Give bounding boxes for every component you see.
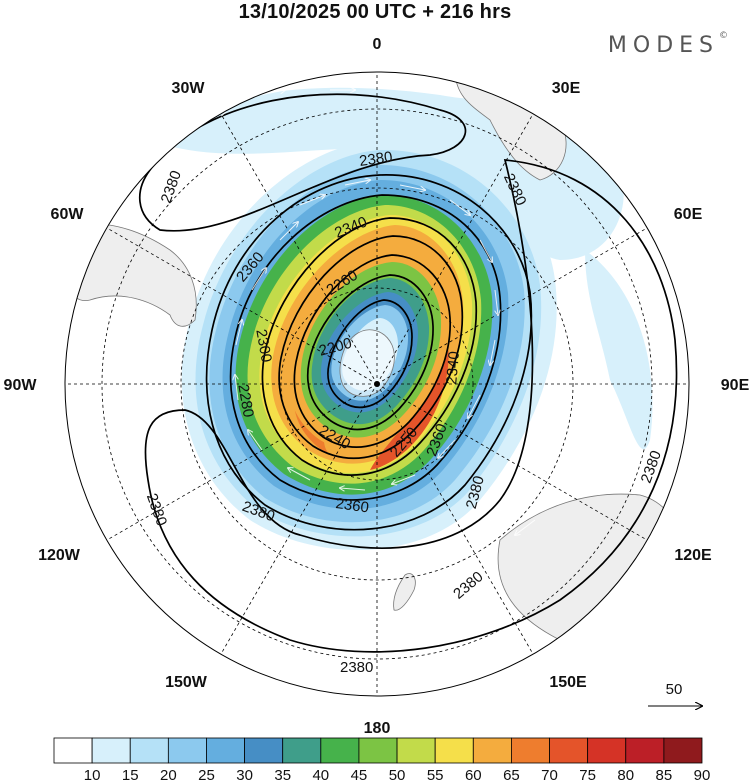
contour-label: 2280 <box>234 383 257 419</box>
lon-label-120e: 120E <box>674 547 712 564</box>
lon-label-60w: 60W <box>51 206 85 223</box>
colorbar-swatch <box>129 737 169 764</box>
colorbar-swatch <box>53 737 93 764</box>
graticule <box>65 72 689 696</box>
colorbar-swatch <box>206 737 245 764</box>
new-zealand-land <box>393 573 416 611</box>
colorbar-swatch <box>625 737 665 764</box>
contour-label: 2380 <box>143 491 170 528</box>
lon-label-30e: 30E <box>552 80 581 97</box>
contour-label: 2360 <box>335 495 370 516</box>
lon-label-90w: 90W <box>4 377 38 394</box>
colorbar-label: 85 <box>656 767 673 782</box>
colorbar-swatch <box>587 737 627 764</box>
lon-label-180: 180 <box>364 720 391 737</box>
contour-2260 <box>293 254 451 448</box>
colorbar-label: 40 <box>312 767 329 782</box>
map-boundary <box>64 71 690 697</box>
reference-vector-label: 50 <box>666 681 683 698</box>
modes-logo: MODES© <box>607 30 728 58</box>
antarctica-land <box>339 329 395 397</box>
colorbar: 10 15 20 25 30 35 40 45 50 55 60 65 70 75 80 85 90 <box>53 737 711 782</box>
colorbar-swatch <box>663 737 703 764</box>
lon-label-0: 0 <box>373 36 382 53</box>
colorbar-swatch <box>396 737 436 764</box>
colorbar-label: 80 <box>617 767 634 782</box>
map-title: 13/10/2025 00 UTC + 216 hrs <box>238 1 512 23</box>
colorbar-swatch <box>91 737 131 764</box>
colorbar-label: 90 <box>694 767 711 782</box>
contour-label: 2300 <box>252 328 275 364</box>
contour-2360 <box>205 174 533 531</box>
copyright-mark: © <box>719 30 728 41</box>
contour-2200 <box>327 299 413 409</box>
colorbar-swatch <box>167 737 207 764</box>
australia-land <box>497 493 689 651</box>
contour-label: 2340 <box>443 351 463 386</box>
colorbar-label: 75 <box>579 767 596 782</box>
south-america-land <box>65 223 197 327</box>
map-disc: 2380 2380 2380 2380 2380 2380 2380 2380 … <box>65 72 689 696</box>
contour-2240 <box>306 274 434 431</box>
contour-label: 2380 <box>158 168 185 205</box>
wind-band-10-east <box>585 250 653 450</box>
contour-2280 <box>278 235 464 459</box>
contour-2380-outer <box>138 93 467 232</box>
colorbar-label: 15 <box>122 767 139 782</box>
colorbar-swatch <box>434 737 474 764</box>
reference-vector: 50 <box>648 681 702 706</box>
colorbar-swatch <box>320 737 360 764</box>
lon-label-150e: 150E <box>549 674 587 691</box>
contour-2300 <box>261 217 478 476</box>
lon-label-30w: 30W <box>172 80 206 97</box>
contour-label: 2380 <box>340 659 373 676</box>
colorbar-swatch <box>282 737 322 764</box>
lon-label-120w: 120W <box>38 547 81 564</box>
colorbar-label: 50 <box>389 767 406 782</box>
colorbar-label: 65 <box>503 767 520 782</box>
colorbar-label: 55 <box>427 767 444 782</box>
colorbar-label: 60 <box>465 767 482 782</box>
contour-label: 2380 <box>358 148 393 169</box>
colorbar-label: 10 <box>84 767 101 782</box>
colorbar-swatch <box>358 737 398 764</box>
contour-label: 2380 <box>450 568 486 602</box>
lon-label-90e: 90E <box>721 377 750 394</box>
colorbar-swatch <box>549 737 589 764</box>
colorbar-label: 25 <box>198 767 215 782</box>
contour-2380-ring <box>144 159 678 653</box>
geopotential-contours <box>138 93 678 653</box>
brand-name: MODES <box>607 33 719 58</box>
colorbar-swatch <box>511 737 550 764</box>
colorbar-swatch <box>472 737 512 764</box>
lon-label-150w: 150W <box>165 674 208 691</box>
south-pole-marker <box>374 381 380 387</box>
colorbar-label: 30 <box>236 767 253 782</box>
lon-label-60e: 60E <box>674 206 703 223</box>
colorbar-label: 70 <box>541 767 558 782</box>
longitude-labels: 0 30E 60E 90E 120E 150E 180 150W 120W 90… <box>4 36 750 737</box>
colorbar-swatch <box>244 737 284 764</box>
colorbar-label: 45 <box>351 767 368 782</box>
colorbar-label: 35 <box>274 767 291 782</box>
colorbar-label: 20 <box>160 767 177 782</box>
